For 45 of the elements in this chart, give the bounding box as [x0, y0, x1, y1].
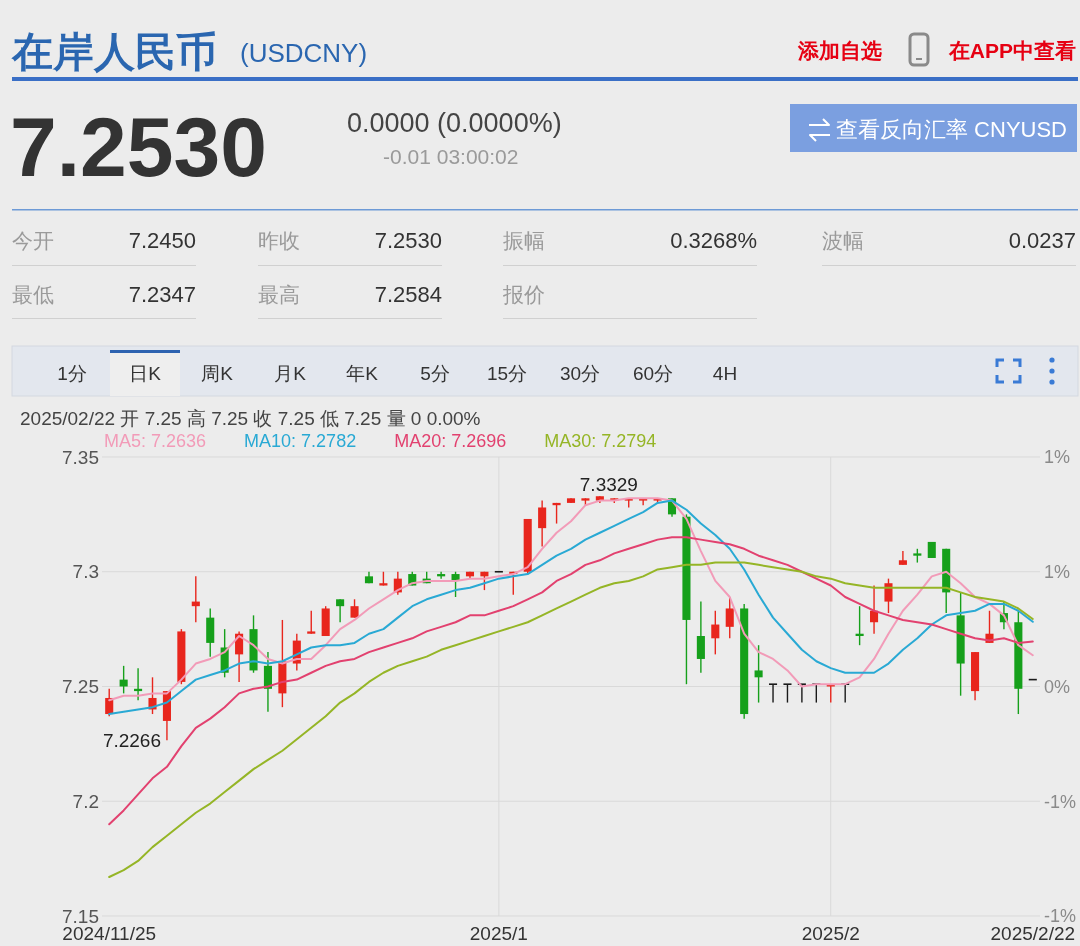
text: 查看反向汇率 CNYUSD	[836, 117, 1068, 142]
text: 60分	[632, 363, 674, 384]
text: 0.0000 (0.0000%)	[347, 108, 562, 138]
text: 1分	[57, 363, 87, 384]
text: 日K	[129, 363, 162, 384]
y2-tick-label: 1%	[1044, 562, 1071, 583]
annotation: 7.3329	[579, 474, 638, 496]
legend: MA5: 7.2636 MA10: 7.2782 MA20: 7.2696 MA30: 7.2794	[104, 431, 657, 451]
annotation: 7.2266	[102, 730, 161, 751]
text: 0.0237	[1008, 228, 1076, 253]
text: 5分	[420, 363, 450, 384]
y-tick-label: 7.35	[62, 446, 99, 468]
text: 报价	[502, 283, 545, 306]
text: 今开	[12, 229, 54, 252]
text: 最高	[258, 283, 300, 306]
text: 0.3268%	[670, 228, 757, 253]
y-tick-label: 7.25	[62, 676, 99, 698]
y-tick-label: 7.3	[72, 561, 99, 583]
text: 7.2584	[374, 282, 442, 307]
text: 年K	[346, 363, 379, 384]
text: 振幅	[503, 229, 545, 252]
y2-tick-label: -1%	[1044, 791, 1077, 812]
y2-tick-label: 0%	[1044, 676, 1071, 697]
x-tick-label: 2025/2	[801, 923, 860, 944]
text: 4H	[712, 363, 738, 384]
text: 2025/02/22 开 7.25 高 7.25 收 7.25 低 7.25 量 0 0.00%	[20, 408, 481, 429]
y-tick-label: 7.2	[72, 790, 99, 812]
text: 周K	[201, 363, 234, 384]
text: 7.2530	[374, 228, 442, 253]
text: 添加自选	[797, 39, 882, 62]
text: -0.01 03:00:02	[383, 145, 519, 168]
text: 7.2530	[10, 100, 267, 194]
text: 15分	[486, 363, 528, 384]
text: 昨收	[258, 229, 300, 252]
text: 月K	[274, 363, 307, 384]
text: 波幅	[822, 229, 864, 252]
chart-title: 在岸人民币	[11, 29, 217, 75]
text: 在APP中查看	[947, 39, 1076, 62]
text: 7.2450	[128, 228, 196, 253]
x-tick-label: 2025/1	[469, 923, 528, 944]
y2-tick-label: 1%	[1044, 447, 1071, 468]
text: 最低	[12, 283, 54, 306]
text: 7.2347	[128, 282, 196, 307]
text: 30分	[559, 363, 601, 384]
chart-subtitle: (USDCNY)	[240, 38, 368, 68]
